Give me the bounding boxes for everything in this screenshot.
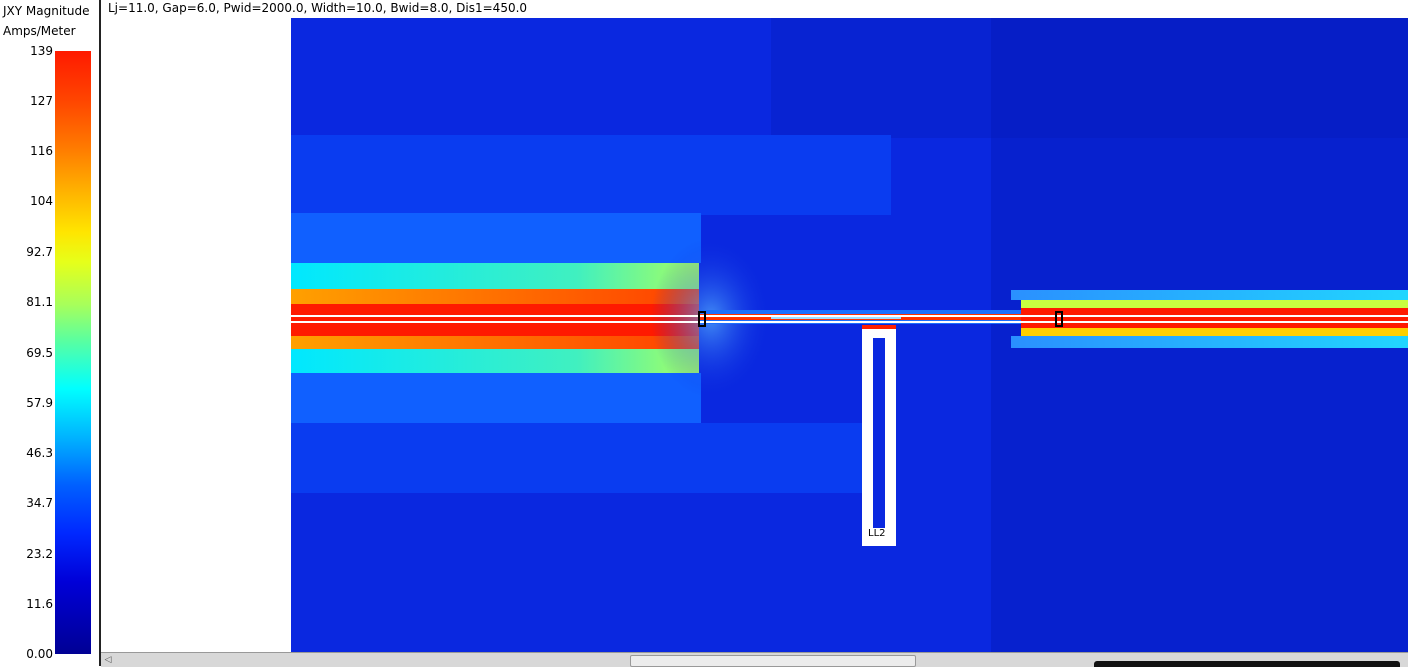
field-band-right <box>1021 300 1408 308</box>
shade-region <box>291 213 701 263</box>
field-band-left <box>291 348 699 373</box>
field-plot[interactable]: LL2 <box>291 18 1408 652</box>
status-bar <box>1094 661 1400 667</box>
shade-region <box>291 373 701 423</box>
port-marker <box>698 311 706 327</box>
field-band-right <box>1021 328 1408 336</box>
color-legend: JXY Magnitude Amps/Meter 139 127 116 104… <box>0 0 101 666</box>
scroll-thumb[interactable] <box>630 655 916 667</box>
legend-tick: 57.9 <box>26 396 53 410</box>
field-band-left <box>291 335 699 349</box>
inductor-slot <box>873 338 885 531</box>
signal-trace <box>291 321 1408 323</box>
legend-tick: 104 <box>30 194 53 208</box>
shade-region <box>291 135 891 215</box>
field-band-left <box>291 289 699 305</box>
field-band-right <box>1011 336 1408 348</box>
legend-tick: 139 <box>30 44 53 58</box>
parameter-label: Lj=11.0, Gap=6.0, Pwid=2000.0, Width=10.… <box>102 0 532 18</box>
legend-tick: 116 <box>30 144 53 158</box>
field-band-right <box>1021 308 1408 328</box>
legend-tick: 23.2 <box>26 547 53 561</box>
plot-viewport[interactable]: LL2 <box>101 0 1408 652</box>
legend-tick: 0.00 <box>26 647 53 661</box>
legend-tick: 34.7 <box>26 496 53 510</box>
legend-units: Amps/Meter <box>3 24 76 38</box>
colorbar <box>55 51 91 654</box>
shade-region <box>291 423 891 493</box>
signal-trace <box>291 315 1408 317</box>
inductor-top-edge <box>862 325 896 329</box>
legend-tick: 92.7 <box>26 245 53 259</box>
legend-tick: 81.1 <box>26 295 53 309</box>
inductor-label: LL2 <box>868 528 886 540</box>
legend-title: JXY Magnitude <box>3 4 90 18</box>
field-band-right <box>1011 290 1408 300</box>
legend-tick: 46.3 <box>26 446 53 460</box>
field-band-max <box>291 304 699 336</box>
legend-tick: 11.6 <box>26 597 53 611</box>
port-marker <box>1055 311 1063 327</box>
horizontal-scrollbar[interactable]: ◁ <box>101 652 1408 667</box>
legend-tick: 127 <box>30 94 53 108</box>
field-band-center <box>771 316 901 319</box>
arrow-left-icon[interactable]: ◁ <box>104 655 112 665</box>
field-plot-svg <box>291 18 1408 652</box>
shade-region <box>771 18 1408 138</box>
field-band-left <box>291 263 699 289</box>
legend-tick: 69.5 <box>26 346 53 360</box>
